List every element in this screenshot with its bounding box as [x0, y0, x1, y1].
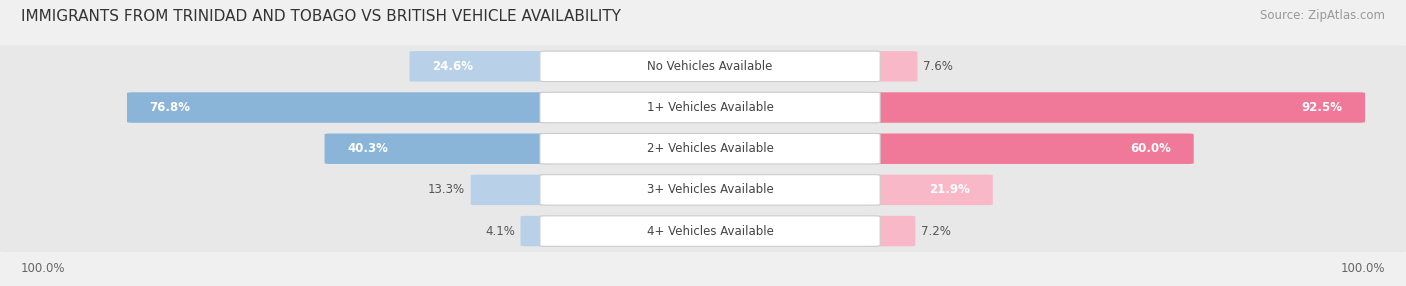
FancyBboxPatch shape — [409, 51, 554, 82]
Text: IMMIGRANTS FROM TRINIDAD AND TOBAGO VS BRITISH VEHICLE AVAILABILITY: IMMIGRANTS FROM TRINIDAD AND TOBAGO VS B… — [21, 9, 621, 23]
FancyBboxPatch shape — [127, 92, 554, 123]
FancyBboxPatch shape — [866, 216, 915, 246]
FancyBboxPatch shape — [866, 51, 917, 82]
Text: 92.5%: 92.5% — [1302, 101, 1343, 114]
Text: No Vehicles Available: No Vehicles Available — [647, 60, 773, 73]
Text: 100.0%: 100.0% — [21, 262, 66, 275]
FancyBboxPatch shape — [540, 134, 880, 164]
FancyBboxPatch shape — [540, 92, 880, 123]
FancyBboxPatch shape — [540, 175, 880, 205]
Text: 4+ Vehicles Available: 4+ Vehicles Available — [647, 225, 773, 238]
Text: 4.1%: 4.1% — [485, 225, 515, 238]
Text: 24.6%: 24.6% — [432, 60, 472, 73]
FancyBboxPatch shape — [0, 45, 1406, 87]
FancyBboxPatch shape — [0, 210, 1406, 252]
FancyBboxPatch shape — [866, 134, 1194, 164]
FancyBboxPatch shape — [471, 175, 554, 205]
FancyBboxPatch shape — [325, 134, 554, 164]
Text: 100.0%: 100.0% — [1340, 262, 1385, 275]
Text: 40.3%: 40.3% — [347, 142, 388, 155]
FancyBboxPatch shape — [866, 92, 1365, 123]
Text: 1+ Vehicles Available: 1+ Vehicles Available — [647, 101, 773, 114]
Text: 7.6%: 7.6% — [922, 60, 953, 73]
Text: 21.9%: 21.9% — [929, 183, 970, 196]
FancyBboxPatch shape — [540, 216, 880, 246]
FancyBboxPatch shape — [520, 216, 554, 246]
Text: 3+ Vehicles Available: 3+ Vehicles Available — [647, 183, 773, 196]
Text: 13.3%: 13.3% — [427, 183, 465, 196]
Text: 60.0%: 60.0% — [1130, 142, 1171, 155]
FancyBboxPatch shape — [0, 87, 1406, 128]
Text: Source: ZipAtlas.com: Source: ZipAtlas.com — [1260, 9, 1385, 21]
FancyBboxPatch shape — [0, 128, 1406, 170]
Text: 76.8%: 76.8% — [149, 101, 190, 114]
Text: 7.2%: 7.2% — [921, 225, 950, 238]
FancyBboxPatch shape — [540, 51, 880, 82]
Text: 2+ Vehicles Available: 2+ Vehicles Available — [647, 142, 773, 155]
FancyBboxPatch shape — [866, 175, 993, 205]
FancyBboxPatch shape — [0, 169, 1406, 211]
